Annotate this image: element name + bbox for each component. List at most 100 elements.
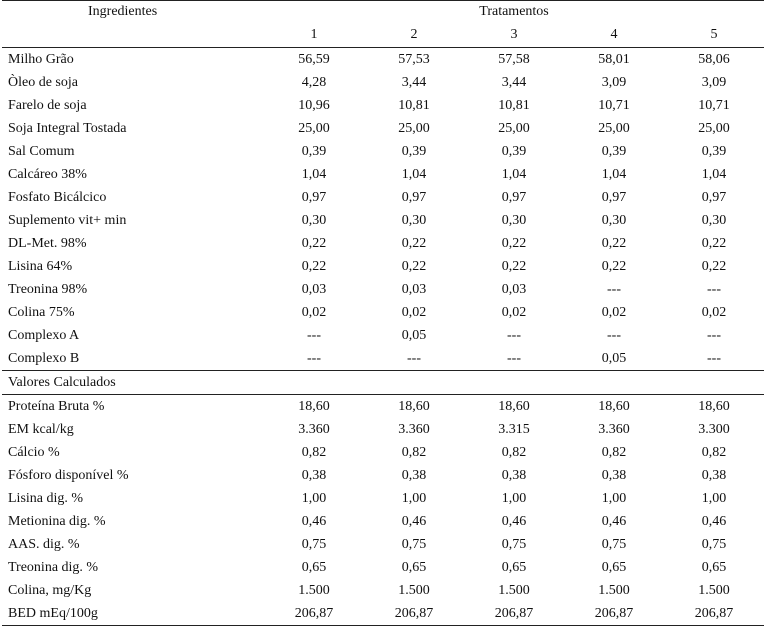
cell-value: 206,87 bbox=[464, 602, 564, 626]
cell-value: 0,46 bbox=[401, 514, 427, 529]
cell-value: 1.500 bbox=[498, 583, 530, 598]
row-label: DL-Met. 98% bbox=[8, 236, 87, 251]
cell-value: --- bbox=[307, 328, 321, 343]
cell-value: 18,60 bbox=[464, 394, 564, 418]
cell-value: 0,75 bbox=[301, 537, 327, 552]
cell-value: 1.500 bbox=[698, 583, 730, 598]
cell-value: 3,44 bbox=[501, 75, 527, 90]
table-row: Sal Comum 0,39 0,39 0,39 0,39 0,39 bbox=[2, 140, 764, 163]
row-label: Sal Comum bbox=[8, 144, 75, 159]
cell-value: --- bbox=[707, 282, 722, 297]
table-row: Complexo A --- 0,05 --- --- --- bbox=[2, 324, 764, 347]
row-label: Metionina dig. % bbox=[8, 514, 106, 529]
cell-value: 0,75 bbox=[501, 537, 527, 552]
ingredients-section: Milho Grão 56,59 57,53 57,58 58,01 58,06 Òleo … bbox=[2, 47, 765, 371]
cell-value: 0,30 bbox=[401, 213, 427, 228]
row-label: Cálcio % bbox=[8, 445, 60, 460]
cell-value: 0,46 bbox=[301, 514, 327, 529]
cell-value: 1.500 bbox=[598, 583, 630, 598]
cell-value: 18,60 bbox=[664, 394, 765, 418]
cell-value: 57,53 bbox=[364, 47, 464, 71]
cell-value: 0,82 bbox=[501, 445, 527, 460]
cell-value: 1,00 bbox=[501, 491, 527, 506]
cell-value: --- bbox=[507, 351, 521, 366]
treatment-number: 5 bbox=[710, 27, 718, 42]
cell-value: --- bbox=[607, 282, 621, 297]
cell-value: 25,00 bbox=[298, 121, 330, 136]
table-row: AAS. dig. % 0,75 0,75 0,75 0,75 0,75 bbox=[2, 533, 764, 556]
cell-value: 57,58 bbox=[464, 47, 564, 71]
table-row: EM kcal/kg 3.360 3.360 3.315 3.360 3.300 bbox=[2, 418, 764, 441]
cell-value: 0,38 bbox=[401, 468, 427, 483]
cell-value: 0,97 bbox=[301, 190, 327, 205]
cell-value: 0,38 bbox=[301, 468, 327, 483]
table-row: Farelo de soja 10,96 10,81 10,81 10,71 10,71 bbox=[2, 94, 764, 117]
cell-value: 3,09 bbox=[701, 75, 727, 90]
cell-value: 0,39 bbox=[301, 144, 327, 159]
cell-value: 1,04 bbox=[401, 167, 427, 182]
table-row: Fosfato Bicálcico 0,97 0,97 0,97 0,97 0,97 bbox=[2, 186, 764, 209]
cell-value: --- bbox=[307, 351, 321, 366]
cell-value: 0,46 bbox=[501, 514, 527, 529]
cell-value: --- bbox=[407, 351, 421, 366]
cell-value: 0,39 bbox=[401, 144, 427, 159]
cell-value: 0,97 bbox=[701, 190, 727, 205]
cell-value: 3,44 bbox=[401, 75, 427, 90]
table-row: DL-Met. 98% 0,22 0,22 0,22 0,22 0,22 bbox=[2, 232, 764, 255]
cell-value: 0,22 bbox=[301, 259, 327, 274]
cell-value: 3.360 bbox=[598, 422, 630, 437]
table-row: Cálcio % 0,82 0,82 0,82 0,82 0,82 bbox=[2, 441, 764, 464]
cell-value: 3,09 bbox=[601, 75, 627, 90]
cell-value: 0,22 bbox=[601, 236, 627, 251]
cell-value: 0,65 bbox=[501, 560, 527, 575]
cell-value: 0,38 bbox=[601, 468, 627, 483]
cell-value: 0,46 bbox=[701, 514, 727, 529]
table-row: Treonina 98% 0,03 0,03 0,03 --- --- bbox=[2, 278, 764, 301]
cell-value: 0,03 bbox=[401, 282, 427, 297]
cell-value: 56,59 bbox=[264, 47, 364, 71]
cell-value: 25,00 bbox=[398, 121, 430, 136]
table-row: Proteína Bruta % 18,60 18,60 18,60 18,60 18,6… bbox=[2, 394, 765, 418]
table-row: Colina, mg/Kg 1.500 1.500 1.500 1.500 1.500 bbox=[2, 579, 764, 602]
table-row: Lisina dig. % 1,00 1,00 1,00 1,00 1,00 bbox=[2, 487, 764, 510]
row-label: Complexo B bbox=[8, 351, 80, 366]
cell-value: 10,81 bbox=[398, 98, 430, 113]
cell-value: 0,22 bbox=[501, 236, 527, 251]
cell-value: 0,02 bbox=[501, 305, 527, 320]
cell-value: 0,39 bbox=[601, 144, 627, 159]
cell-value: 0,02 bbox=[301, 305, 327, 320]
cell-value: 0,03 bbox=[301, 282, 327, 297]
cell-value: 1,04 bbox=[301, 167, 327, 182]
ingredients-header: Ingredientes bbox=[2, 0, 264, 22]
cell-value: 58,01 bbox=[564, 47, 664, 71]
cell-value: 0,46 bbox=[601, 514, 627, 529]
cell-value: 18,60 bbox=[264, 394, 364, 418]
cell-value: 3.360 bbox=[298, 422, 330, 437]
header-row: Ingredientes Tratamentos bbox=[2, 0, 765, 22]
cell-value: 206,87 bbox=[664, 602, 765, 626]
cell-value: 25,00 bbox=[498, 121, 530, 136]
row-label: Treonina dig. % bbox=[8, 560, 99, 575]
cell-value: 1,00 bbox=[301, 491, 327, 506]
cell-value: 1,00 bbox=[601, 491, 627, 506]
cell-value: 0,97 bbox=[501, 190, 527, 205]
treatment-number: 1 bbox=[310, 27, 318, 42]
cell-value: 10,71 bbox=[698, 98, 730, 113]
row-label: Colina, mg/Kg bbox=[8, 583, 92, 598]
cell-value: 0,97 bbox=[601, 190, 627, 205]
cell-value: 0,02 bbox=[701, 305, 727, 320]
cell-value: 0,02 bbox=[401, 305, 427, 320]
cell-value: 0,22 bbox=[701, 236, 727, 251]
cell-value: 4,28 bbox=[301, 75, 327, 90]
cell-value: 0,05 bbox=[401, 328, 427, 343]
row-label: BED mEq/100g bbox=[2, 602, 264, 626]
cell-value: 0,82 bbox=[601, 445, 627, 460]
table-row: Calcáreo 38% 1,04 1,04 1,04 1,04 1,04 bbox=[2, 163, 764, 186]
cell-value: 0,82 bbox=[701, 445, 727, 460]
cell-value: 0,65 bbox=[401, 560, 427, 575]
row-label: Treonina 98% bbox=[8, 282, 88, 297]
cell-value: 25,00 bbox=[698, 121, 730, 136]
cell-value: 0,97 bbox=[401, 190, 427, 205]
cell-value: --- bbox=[607, 328, 621, 343]
